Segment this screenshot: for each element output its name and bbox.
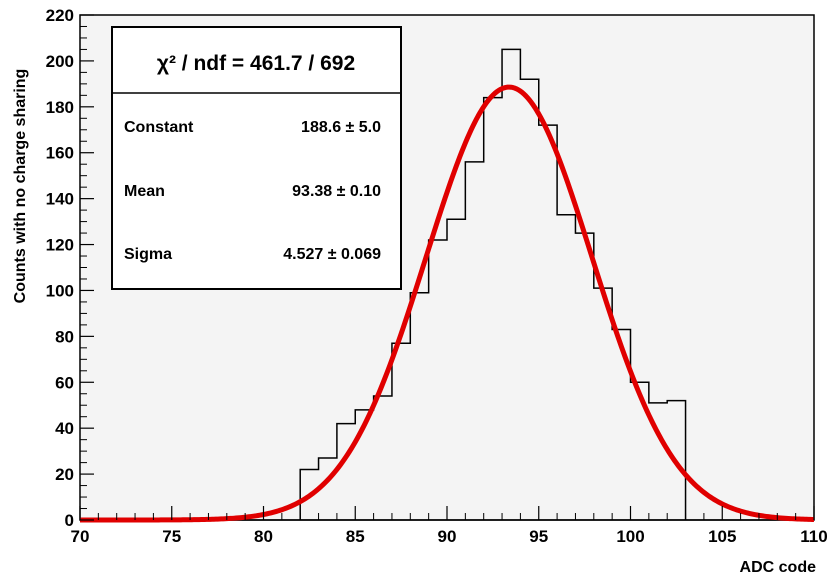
y-tick-label: 220 [46,6,74,25]
x-axis-title: ADC code [740,559,817,576]
y-tick-label: 60 [55,373,74,392]
stats-value-sigma: 4.527 ± 0.069 [283,246,381,263]
gaussian-fit-curve [79,84,815,523]
y-tick-label: 140 [46,190,74,209]
stats-label-sigma: Sigma [124,246,172,263]
x-tick-label: 75 [162,527,181,546]
y-tick-label: 0 [65,511,74,530]
stats-value-mean: 93.38 ± 0.10 [292,183,381,200]
x-tick-label: 95 [529,527,548,546]
stats-box: χ² / ndf = 461.7 / 692 Constant 188.6 ± … [111,26,402,290]
y-axis-title: Counts with no charge sharing [12,69,29,304]
x-tick-label: 80 [254,527,273,546]
y-tick-label: 80 [55,327,74,346]
x-tick-label: 105 [708,527,736,546]
y-tick-label: 160 [46,144,74,163]
stats-label-constant: Constant [124,119,194,136]
y-tick-label: 20 [55,465,74,484]
y-tick-label: 120 [46,236,74,255]
stats-header: χ² / ndf = 461.7 / 692 [157,52,355,75]
y-tick-label: 100 [46,281,74,300]
x-tick-label: 85 [346,527,365,546]
fit-layer [79,84,815,523]
stats-value-constant: 188.6 ± 5.0 [301,119,381,136]
x-tick-label: 70 [71,527,90,546]
x-tick-label: 100 [616,527,644,546]
y-tick-label: 200 [46,52,74,71]
x-tick-label: 110 [800,527,827,546]
x-tick-label: 90 [438,527,457,546]
stats-label-mean: Mean [124,183,165,200]
y-tick-label: 180 [46,98,74,117]
y-tick-label: 40 [55,419,74,438]
axis-layer: 70 75 80 85 90 95 100 105 110 0 20 40 60 80 100 120 140 1… [46,6,828,546]
